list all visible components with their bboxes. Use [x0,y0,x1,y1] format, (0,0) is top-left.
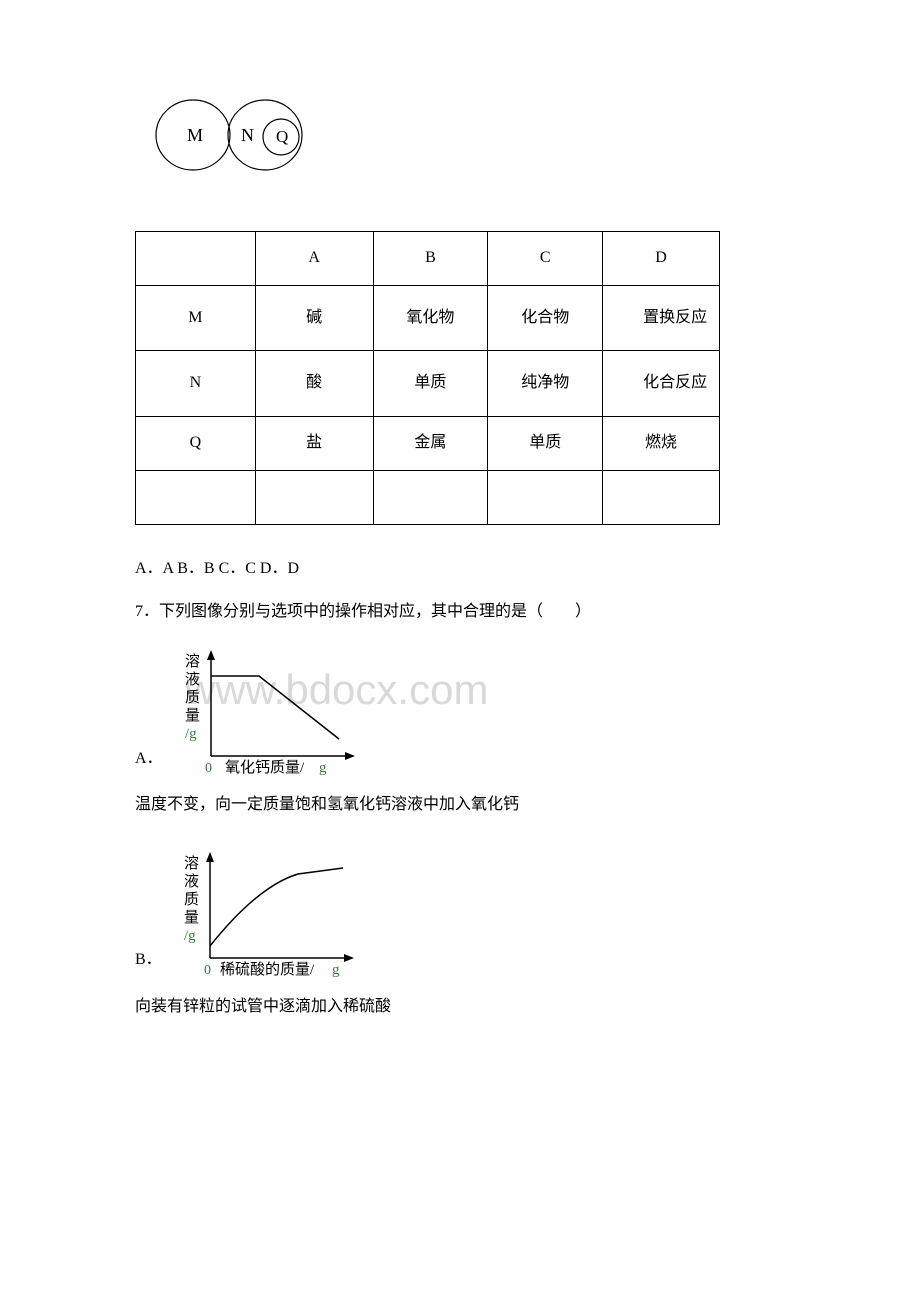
svg-text:量: 量 [185,708,200,724]
question-7-text: 7．下列图像分别与选项中的操作相对应，其中合理的是（ ） [135,598,785,627]
svg-text:液: 液 [184,873,199,890]
svg-text:0: 0 [204,963,211,978]
table-row-label: N [136,351,256,417]
table-cell: 金属 [373,417,488,471]
graph-b-svg: 溶 液 质 量 /g 0 稀硫酸的质量/ g [168,846,388,981]
svg-text:液: 液 [185,671,200,688]
svg-text:溶: 溶 [184,855,199,872]
table-header-blank [136,231,256,285]
venn-q-label: Q [276,127,288,146]
svg-text:质: 质 [184,891,199,908]
svg-text:质: 质 [185,689,200,706]
table-cell: 碱 [255,285,373,351]
table-cell: 化合物 [488,285,603,351]
table-row-label: M [136,285,256,351]
table-empty-cell [255,470,373,524]
svg-text:溶: 溶 [185,653,200,670]
graph-a-description: 温度不变，向一定质量饱和氢氧化钙溶液中加入氧化钙 [135,791,785,820]
table-cell: 置换反应 [603,285,720,351]
table-empty-cell [136,470,256,524]
table-cell: 纯净物 [488,351,603,417]
table-empty-cell [488,470,603,524]
svg-text:氧化钙质量/: 氧化钙质量/ [225,759,305,776]
table-cell: 化合反应 [603,351,720,417]
table-cell: 燃烧 [603,417,720,471]
table-cell: 氧化物 [373,285,488,351]
table-cell: 盐 [255,417,373,471]
svg-text:g: g [319,760,327,776]
table-cell: 单质 [488,417,603,471]
venn-m-label: M [187,125,203,145]
table-empty-cell [603,470,720,524]
svg-text:/g: /g [184,928,196,944]
table-header-d: D [603,231,720,285]
table-cell: 单质 [373,351,488,417]
svg-text:g: g [332,962,340,978]
venn-diagram: M N Q [145,90,785,191]
graph-b-description: 向装有锌粒的试管中逐滴加入稀硫酸 [135,993,785,1022]
table-header-b: B [373,231,488,285]
table-header-c: C [488,231,603,285]
svg-text:稀硫酸的质量/: 稀硫酸的质量/ [220,961,315,978]
classification-table: A B C D M 碱 氧化物 化合物 置换反应 N 酸 单质 纯净物 化合反应… [135,231,785,525]
svg-text:0: 0 [205,761,212,776]
table-header-a: A [255,231,373,285]
venn-svg: M N Q [145,90,325,180]
option-a-label: A． [135,745,163,780]
option-b-label: B． [135,946,162,981]
table-cell: 酸 [255,351,373,417]
graph-a-svg: 溶 液 质 量 /g 0 氧化钙质量/ g [169,644,379,779]
answer-options: A．A B．B C．C D．D [135,555,785,584]
venn-n-label: N [241,125,254,145]
table-empty-cell [373,470,488,524]
svg-text:量: 量 [184,910,199,926]
table-row-label: Q [136,417,256,471]
svg-text:/g: /g [185,726,197,742]
